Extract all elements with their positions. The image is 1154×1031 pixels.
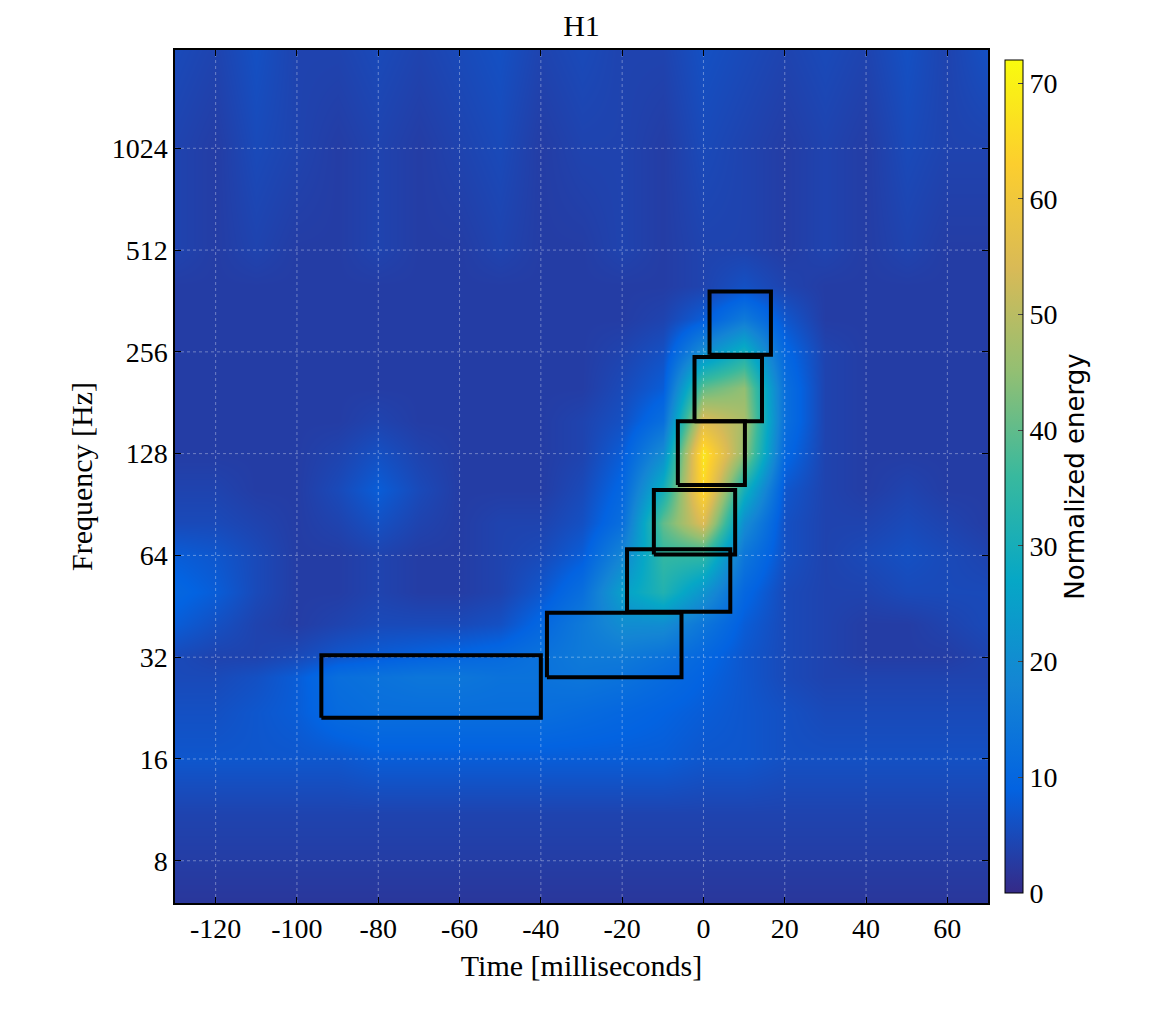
svg-text:60: 60 [933, 913, 961, 944]
svg-text:40: 40 [1030, 415, 1058, 446]
svg-text:-120: -120 [190, 913, 241, 944]
svg-text:0: 0 [1030, 878, 1044, 909]
svg-text:0: 0 [696, 913, 710, 944]
svg-text:20: 20 [1030, 646, 1058, 677]
svg-text:H1: H1 [563, 9, 600, 42]
svg-text:Normalized energy: Normalized energy [1060, 353, 1090, 599]
svg-text:256: 256 [126, 337, 168, 368]
svg-text:70: 70 [1030, 68, 1058, 99]
svg-text:128: 128 [126, 438, 168, 469]
svg-text:10: 10 [1030, 762, 1058, 793]
svg-text:-20: -20 [603, 913, 640, 944]
svg-text:-80: -80 [360, 913, 397, 944]
svg-text:64: 64 [140, 540, 168, 571]
svg-text:16: 16 [140, 744, 168, 775]
svg-text:60: 60 [1030, 184, 1058, 215]
svg-text:1024: 1024 [112, 133, 168, 164]
svg-text:Time [milliseconds]: Time [milliseconds] [461, 949, 702, 982]
svg-text:512: 512 [126, 235, 168, 266]
svg-text:-100: -100 [271, 913, 322, 944]
svg-text:-40: -40 [522, 913, 559, 944]
svg-text:40: 40 [852, 913, 880, 944]
svg-text:20: 20 [771, 913, 799, 944]
svg-text:-60: -60 [441, 913, 478, 944]
svg-text:50: 50 [1030, 299, 1058, 330]
svg-text:30: 30 [1030, 531, 1058, 562]
svg-text:Frequency [Hz]: Frequency [Hz] [65, 382, 98, 571]
svg-text:32: 32 [140, 642, 168, 673]
svg-text:8: 8 [154, 846, 168, 877]
